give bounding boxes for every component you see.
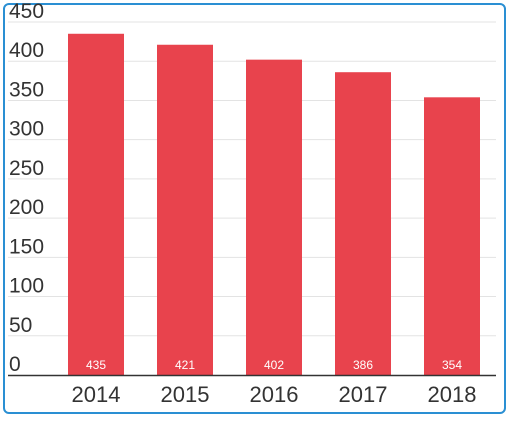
bars (68, 33, 480, 376)
bar (157, 44, 213, 375)
y-tick-label: 100 (9, 275, 44, 298)
x-tick-label: 2014 (72, 382, 121, 407)
bar (424, 97, 480, 375)
bar (335, 72, 391, 376)
data-label: 402 (264, 358, 284, 372)
y-tick-label: 300 (9, 118, 44, 141)
x-tick-label: 2016 (250, 382, 299, 407)
y-tick-label: 400 (9, 39, 44, 62)
data-label: 386 (353, 358, 373, 372)
x-axis-tick-labels: 2014 2015 2016 2017 2018 (72, 382, 477, 407)
y-tick-label: 450 (9, 0, 44, 23)
data-labels: 435 421 402 386 354 (86, 358, 462, 372)
data-label: 354 (442, 358, 462, 372)
y-tick-label: 150 (9, 235, 44, 258)
y-tick-label: 350 (9, 78, 44, 101)
y-tick-label: 50 (9, 314, 32, 337)
y-axis-tick-labels: 0 50 100 150 200 250 300 350 400 450 (9, 0, 44, 376)
data-label: 435 (86, 358, 106, 372)
x-tick-label: 2017 (339, 382, 388, 407)
y-tick-label: 0 (9, 353, 21, 376)
x-tick-label: 2018 (428, 382, 477, 407)
bar (68, 33, 124, 376)
x-tick-label: 2015 (161, 382, 210, 407)
y-tick-label: 250 (9, 157, 44, 180)
bar (246, 59, 302, 376)
data-label: 421 (175, 358, 195, 372)
y-tick-label: 200 (9, 196, 44, 219)
